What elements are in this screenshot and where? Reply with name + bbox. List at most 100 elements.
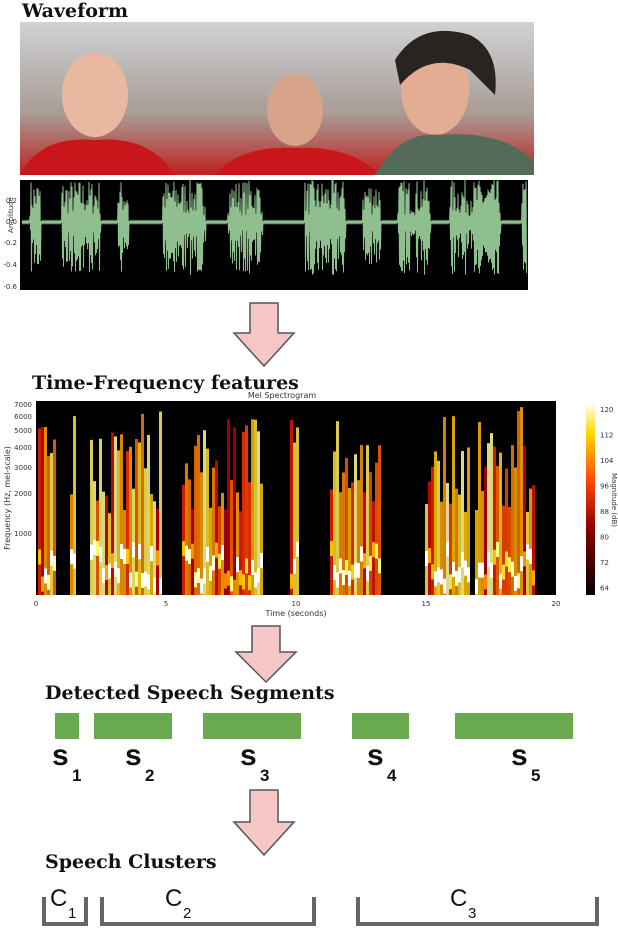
- spectral-band: [475, 579, 478, 595]
- y-tick-label: 6000: [14, 413, 32, 421]
- y-tick-label: -0.6: [3, 283, 17, 291]
- spectral-band: [117, 568, 120, 584]
- spectral-band: [73, 416, 76, 595]
- spectral-band: [333, 451, 336, 595]
- spectral-band: [245, 558, 248, 574]
- spectral-band: [532, 485, 535, 595]
- x-tick-label: 20: [552, 600, 561, 608]
- spectral-band: [120, 434, 123, 595]
- y-tick-label: 2000: [14, 490, 32, 498]
- spectral-band: [502, 564, 505, 580]
- spectral-band: [372, 542, 375, 558]
- spectral-band: [200, 472, 203, 595]
- spectral-band: [194, 445, 197, 595]
- spectral-band: [296, 427, 299, 595]
- spectral-band: [505, 551, 508, 567]
- arrow: [232, 789, 296, 857]
- spectral-band: [111, 553, 114, 569]
- spectral-band: [351, 564, 354, 580]
- spectral-band: [336, 421, 339, 595]
- colorbar: [586, 405, 595, 595]
- spectral-band: [505, 468, 508, 595]
- segment-index: 5: [531, 766, 540, 785]
- colorbar-tick-label: 88: [600, 508, 609, 516]
- spectral-band: [227, 570, 230, 586]
- spectral-band: [526, 544, 529, 560]
- spectral-band: [345, 559, 348, 575]
- spectral-band: [455, 571, 458, 587]
- segment: [94, 713, 172, 739]
- spectral-band: [428, 481, 431, 595]
- segment-label: s: [240, 739, 257, 772]
- spectral-band: [99, 438, 102, 595]
- spectral-band: [90, 544, 93, 560]
- spectral-band: [481, 562, 484, 578]
- cluster-brackets: [42, 897, 599, 926]
- spectral-band: [215, 542, 218, 558]
- spectral-band: [354, 562, 357, 578]
- spectral-band: [357, 562, 360, 578]
- spectral-band: [508, 506, 511, 595]
- spectral-band: [153, 501, 156, 595]
- spectral-band: [132, 488, 135, 595]
- spectral-band: [233, 427, 236, 595]
- spectral-band: [224, 509, 227, 595]
- spectral-band: [102, 567, 105, 583]
- cluster-index: 2: [183, 905, 191, 922]
- spectral-band: [260, 483, 263, 595]
- spectral-band: [150, 546, 153, 562]
- cluster-label: C: [450, 885, 467, 912]
- spectral-band: [366, 565, 369, 581]
- spectral-band: [47, 574, 50, 590]
- spectral-band: [342, 570, 345, 586]
- spectral-band: [111, 432, 114, 595]
- spectral-band: [511, 561, 514, 577]
- spectral-band: [499, 452, 502, 595]
- spectral-band: [251, 419, 254, 595]
- spectral-band: [467, 447, 470, 595]
- segments: [55, 713, 573, 739]
- spectral-band: [449, 503, 452, 595]
- spectral-band: [523, 551, 526, 567]
- colorbar-tick-label: 96: [600, 483, 609, 491]
- spectral-band: [135, 439, 138, 595]
- spectral-band: [70, 494, 73, 595]
- spectral-band: [50, 550, 53, 566]
- spectral-band: [251, 559, 254, 575]
- spectral-band: [529, 548, 532, 564]
- spectral-band: [206, 546, 209, 562]
- y-tick-label: 1000: [14, 530, 32, 538]
- spectral-band: [363, 492, 366, 595]
- spectral-band: [138, 544, 141, 560]
- spectral-band: [508, 557, 511, 573]
- spectral-band: [520, 556, 523, 572]
- spectral-band: [502, 505, 505, 595]
- spectral-band: [523, 445, 526, 595]
- spectral-band: [493, 549, 496, 565]
- spectral-band: [339, 558, 342, 574]
- spectral-band: [239, 511, 242, 595]
- spectral-band: [467, 567, 470, 583]
- spectral-band: [209, 565, 212, 581]
- spectral-band: [93, 481, 96, 595]
- spectral-band: [478, 421, 481, 595]
- spectral-band: [144, 468, 147, 595]
- spectral-band: [242, 432, 245, 595]
- spectral-band: [257, 431, 260, 595]
- spectral-band: [50, 453, 53, 595]
- spectral-band: [375, 543, 378, 559]
- spectral-band: [41, 427, 44, 595]
- spectral-band: [53, 439, 56, 595]
- waveform-panel: [20, 180, 528, 290]
- colorbar-label: Magnitude (dB): [610, 473, 618, 527]
- arrow: [232, 302, 296, 368]
- spectral-band: [245, 425, 248, 595]
- spectral-band: [96, 540, 99, 556]
- y-tick-label: 0.2: [6, 197, 17, 205]
- spectral-band: [348, 488, 351, 595]
- spectral-band: [114, 436, 117, 595]
- spectral-band: [102, 491, 105, 595]
- segment: [55, 713, 79, 739]
- spectral-band: [197, 568, 200, 584]
